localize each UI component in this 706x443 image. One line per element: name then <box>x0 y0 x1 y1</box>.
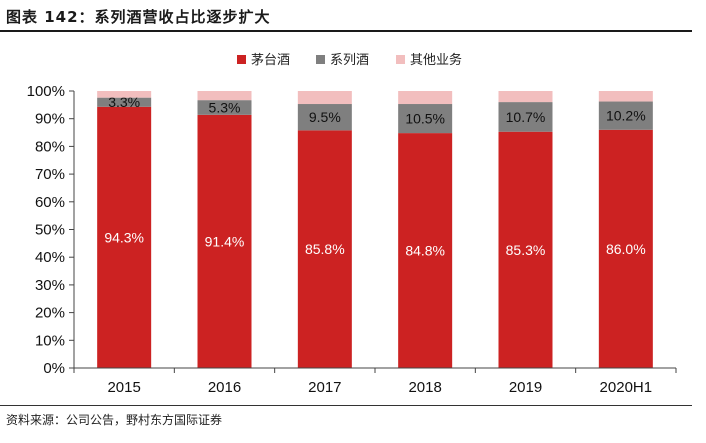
bar-segment <box>398 91 453 105</box>
x-axis: 2015 2016 2017 2018 2019 2020H1 <box>73 367 677 396</box>
bar-segment <box>598 129 653 368</box>
y-tick-label: 50% <box>35 222 65 239</box>
bar-segment <box>297 104 352 131</box>
bar-segment <box>297 91 352 105</box>
bar-segment <box>297 130 352 368</box>
y-tick-label: 90% <box>35 111 65 128</box>
legend-label: 系列酒 <box>330 53 369 68</box>
footer-divider <box>0 405 692 406</box>
x-tick-label: 2019 <box>509 379 542 396</box>
stacked-bar-chart: 茅台酒 系列酒 其他业务 0% 10% 20% 30% 40% 50% 60% 70% 80% 90%… <box>27 52 677 396</box>
bar-segment <box>598 101 653 130</box>
legend-label: 茅台酒 <box>251 53 290 68</box>
y-tick-label: 20% <box>35 305 65 322</box>
x-tick-label: 2018 <box>408 379 441 396</box>
data-label: 84.8% <box>405 243 445 259</box>
data-label: 86.0% <box>606 241 646 257</box>
legend-swatch <box>316 55 325 64</box>
source-note: 资料来源：公司公告，野村东方国际证券 <box>6 413 223 427</box>
data-label: 91.4% <box>205 233 245 249</box>
data-label: 9.5% <box>309 109 341 125</box>
data-label: 85.8% <box>305 241 345 257</box>
x-tick-label: 2015 <box>107 379 140 396</box>
bar-segment <box>598 91 653 102</box>
legend-label: 其他业务 <box>410 52 462 68</box>
x-tick-label: 2017 <box>308 379 341 396</box>
data-label: 10.7% <box>506 109 546 125</box>
bar-segment <box>97 97 152 107</box>
bar-segment <box>398 104 453 134</box>
y-axis: 0% 10% 20% 30% 40% 50% 60% 70% 80% 90% 100% <box>27 83 75 377</box>
y-tick-label: 70% <box>35 166 65 183</box>
data-label: 85.3% <box>506 242 546 258</box>
bar-segment <box>97 91 152 98</box>
data-label: 5.3% <box>209 99 241 115</box>
legend: 茅台酒 系列酒 其他业务 <box>237 52 462 68</box>
bar-segment <box>498 102 553 132</box>
page-title: 图表 142：系列酒营收占比逐步扩大 <box>6 8 271 26</box>
bar-area: 94.3% 3.3% 91.4% 5.3% 85.8% 9.5% 84.8% 10.5% 85.… <box>97 91 653 369</box>
legend-swatch <box>237 55 246 64</box>
y-tick-label: 0% <box>43 360 65 377</box>
bar-segment <box>498 131 553 368</box>
bar-segment <box>197 114 252 369</box>
y-tick-label: 60% <box>35 194 65 211</box>
bar-segment <box>97 106 152 368</box>
bar-segment <box>398 133 453 368</box>
bar-segment <box>197 100 252 115</box>
y-tick-label: 30% <box>35 277 65 294</box>
x-tick-label: 2020H1 <box>600 379 653 396</box>
y-tick-label: 100% <box>27 83 65 100</box>
data-label: 3.3% <box>108 94 140 110</box>
data-label: 10.5% <box>405 111 445 127</box>
x-tick-label: 2016 <box>208 379 241 396</box>
title-divider <box>0 30 692 32</box>
bar-segment <box>498 91 553 103</box>
bar-segment <box>197 91 252 101</box>
y-tick-label: 10% <box>35 332 65 349</box>
y-tick-label: 40% <box>35 249 65 266</box>
data-label: 94.3% <box>104 229 144 245</box>
data-label: 10.2% <box>606 108 646 124</box>
y-tick-label: 80% <box>35 138 65 155</box>
legend-swatch <box>396 55 405 64</box>
